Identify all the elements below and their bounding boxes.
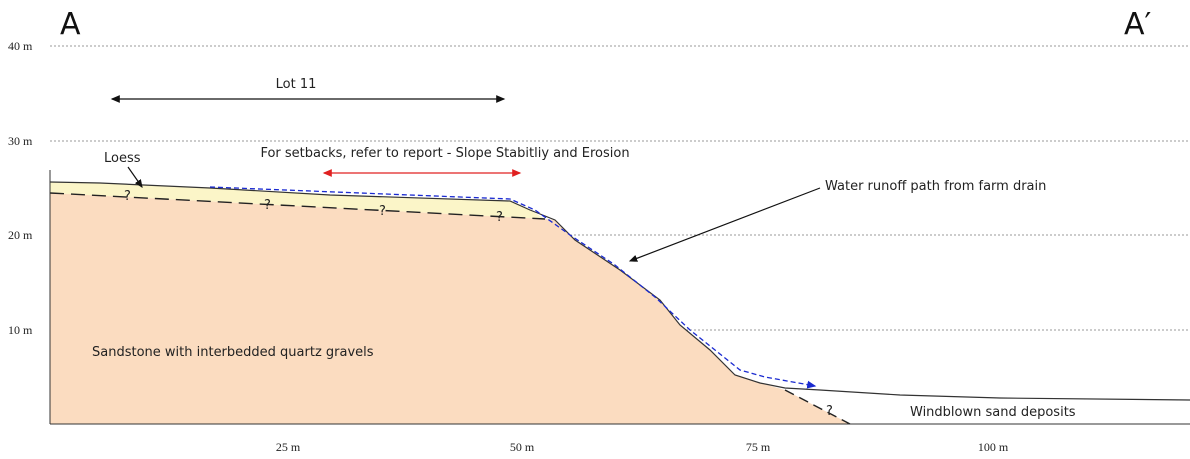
runoff-label: Water runoff path from farm drain [825,179,1046,194]
uncertain-mark: ? [826,404,833,419]
y-tick-label: 20 m [8,228,33,242]
runoff-pointer [628,187,821,262]
sandstone-base [784,389,851,425]
section-end-label: A′ [1124,7,1152,42]
loess-label: Loess [104,151,141,166]
ground-surface [49,181,1190,401]
y-tick-label: 10 m [8,323,33,337]
x-tick-label: 100 m [978,440,1009,454]
uncertain-mark: ? [124,189,131,204]
lot-label: Lot 11 [276,77,317,92]
uncertain-mark: ? [496,210,503,225]
x-tick-label: 25 m [276,440,301,454]
setback-note: For setbacks, refer to report - Slope St… [260,146,629,161]
loess-pointer [127,166,143,188]
runoff-path [209,186,817,389]
uncertain-mark: ? [379,204,386,219]
y-tick-label: 40 m [8,39,33,53]
y-tick-label: 30 m [8,134,33,148]
sandstone-label: Sandstone with interbedded quartz gravel… [92,345,374,360]
loess-layer [50,182,545,219]
windblown-label: Windblown sand deposits [910,405,1076,420]
x-tick-label: 75 m [746,440,771,454]
section-start-label: A [60,7,81,42]
sandstone-layer [50,193,850,424]
x-tick-label: 50 m [510,440,535,454]
uncertain-mark: ? [264,198,271,213]
